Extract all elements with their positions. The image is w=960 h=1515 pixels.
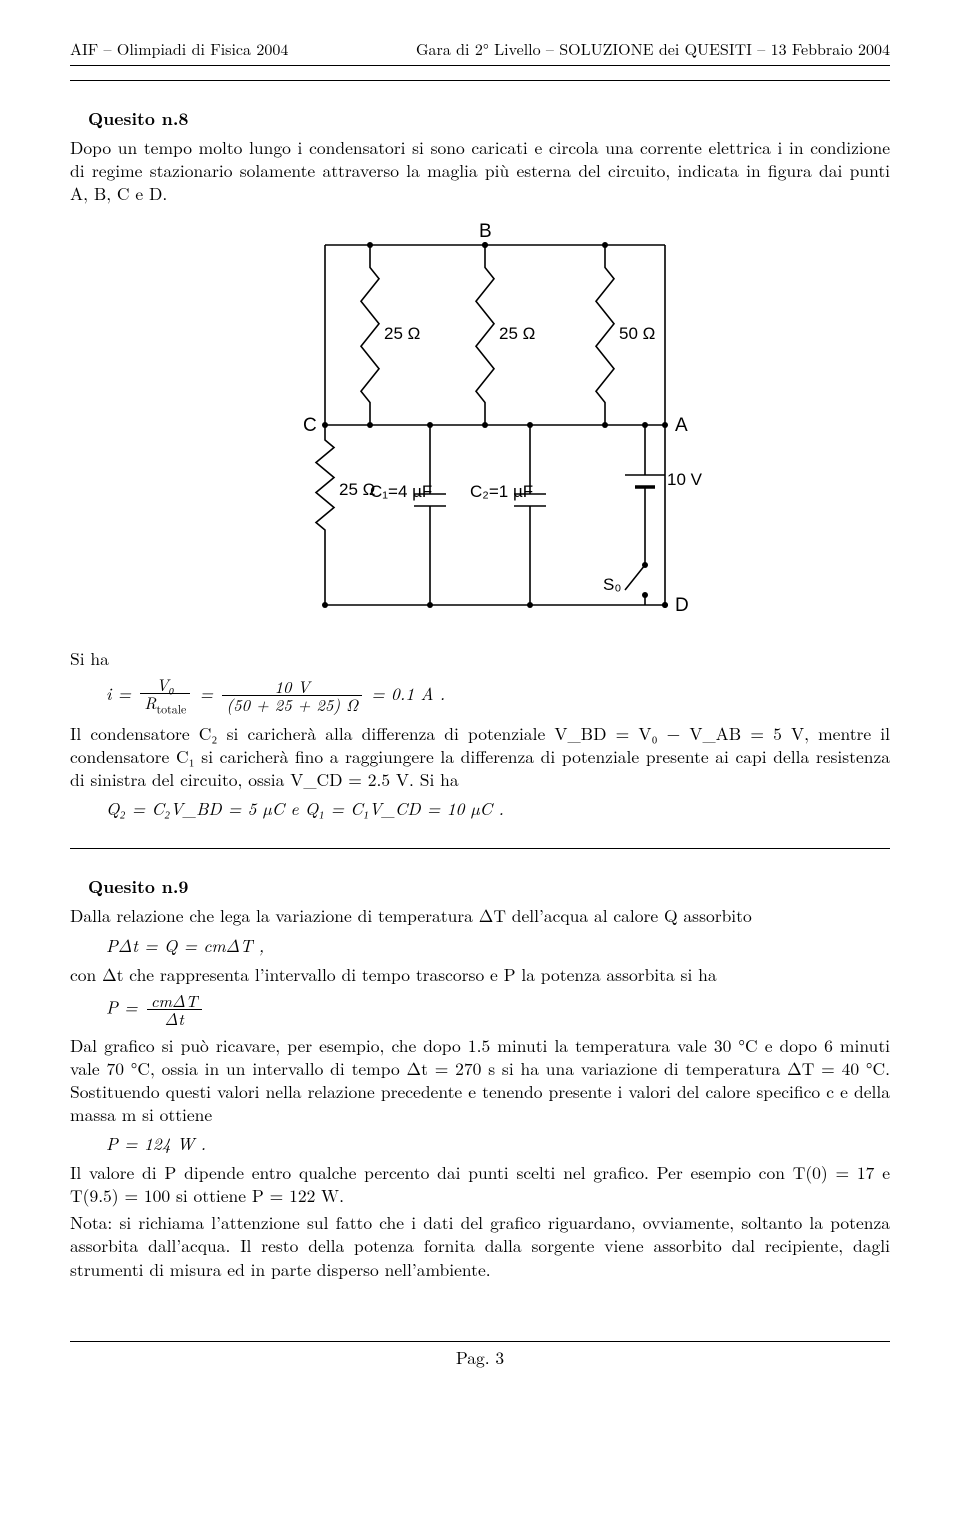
svg-text:A: A [675, 415, 688, 436]
svg-text:25 Ω: 25 Ω [499, 324, 535, 343]
q9-eq1: PΔt = Q = cmΔT , [106, 934, 890, 957]
q9-p4: Il valore di P dipende entro qualche per… [70, 1161, 890, 1207]
q9-p3: Dal grafico si può ricavare, per esempio… [70, 1034, 890, 1126]
svg-text:S₀: S₀ [603, 575, 621, 594]
circuit-svg: 25 Ω25 Ω50 Ω25 ΩC₁=4 µFC₂=1 µF10 VS₀CABD [220, 215, 740, 635]
q9-p1: Dalla relazione che lega la variazione d… [70, 904, 890, 927]
svg-text:C: C [303, 415, 317, 436]
circuit-figure: 25 Ω25 Ω50 Ω25 ΩC₁=4 µFC₂=1 µF10 VS₀CABD [70, 215, 890, 640]
running-header: AIF – Olimpiadi di Fisica 2004 Gara di 2… [70, 38, 890, 63]
q9-title: Quesito n.9 [88, 875, 890, 898]
q9-eq2: P = cmΔT Δt [106, 992, 890, 1028]
section-rule-mid [70, 848, 890, 849]
page-number: Pag. 3 [456, 1345, 504, 1370]
q9-eq3: P = 124 W . [106, 1132, 890, 1155]
header-rule [70, 65, 890, 66]
q9-p2: con Δt che rappresenta l’intervallo di t… [70, 963, 890, 986]
header-left: AIF – Olimpiadi di Fisica 2004 [70, 38, 288, 59]
svg-text:C₂=1 µF: C₂=1 µF [470, 482, 533, 501]
svg-text:B: B [479, 221, 492, 242]
section-rule-top [70, 80, 890, 81]
footer-rule [70, 1341, 890, 1342]
q8-para2: Il condensatore C₂ si caricherà alla dif… [70, 722, 890, 791]
svg-text:50 Ω: 50 Ω [619, 324, 655, 343]
page-footer: Pag. 3 [70, 1341, 890, 1369]
q8-siha: Si ha [70, 647, 890, 670]
q8-eq1: i = V₀ Rtotale = 10 V (50 + 25 + 25) Ω =… [106, 676, 890, 716]
q8-eq2: Q₂ = C₂V_BD = 5 µC e Q₁ = C₁V_CD = 10 µC… [106, 797, 890, 820]
svg-text:10 V: 10 V [667, 470, 703, 489]
svg-text:D: D [675, 595, 689, 616]
q8-title: Quesito n.8 [88, 107, 890, 130]
q8-intro: Dopo un tempo molto lungo i condensatori… [70, 136, 890, 205]
page: AIF – Olimpiadi di Fisica 2004 Gara di 2… [0, 0, 960, 1399]
svg-text:C₁=4 µF: C₁=4 µF [370, 482, 432, 501]
svg-text:25 Ω: 25 Ω [384, 324, 420, 343]
q9-p5: Nota: si richiama l’attenzione sul fatto… [70, 1211, 890, 1280]
header-right: Gara di 2° Livello – SOLUZIONE dei QUESI… [416, 38, 890, 59]
